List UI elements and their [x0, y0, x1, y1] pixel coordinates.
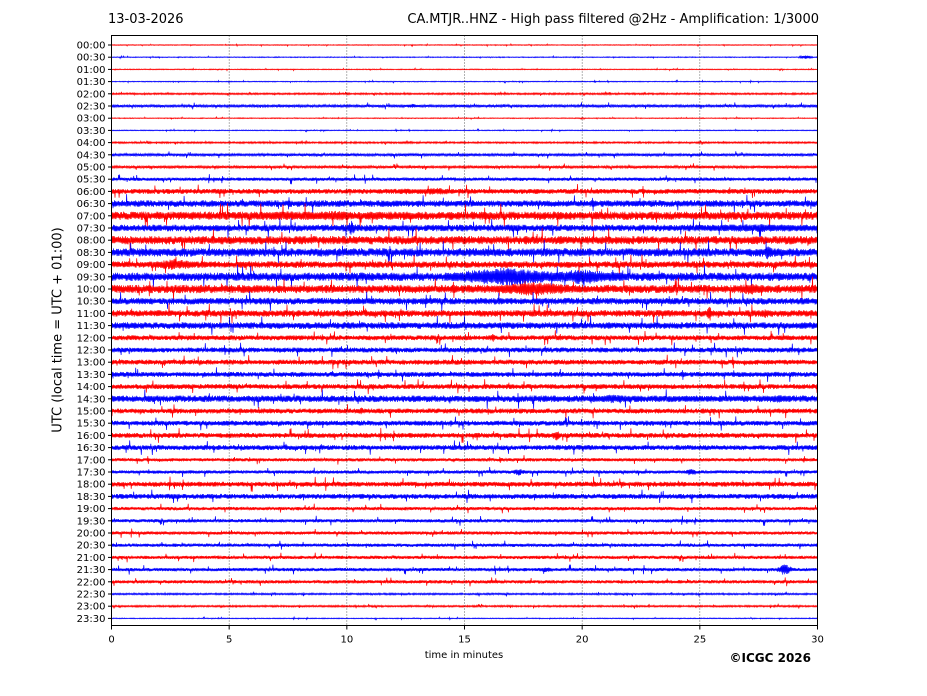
- x-tick-label: 15: [458, 635, 471, 646]
- y-tick-label: 04:30: [77, 150, 106, 161]
- y-tick-label: 11:00: [77, 309, 106, 320]
- y-tick-label: 10:30: [77, 297, 106, 308]
- x-tick-label: 30: [811, 635, 824, 646]
- y-tick-label: 17:00: [77, 455, 106, 466]
- y-axis-label: UTC (local time = UTC + 01:00): [50, 227, 66, 433]
- trace-1530: [111, 416, 818, 431]
- y-tick-label: 01:00: [77, 65, 106, 76]
- y-tick-label: 07:00: [77, 211, 106, 222]
- trace-0300: [111, 115, 818, 121]
- y-tick-label: 12:30: [77, 346, 106, 357]
- y-tick-label: 21:00: [77, 553, 106, 564]
- trace-0500: [111, 163, 818, 171]
- plot-frame: [111, 35, 818, 626]
- y-tick-label: 06:30: [77, 199, 106, 210]
- trace-0730: [111, 218, 818, 239]
- trace-1600: [111, 427, 818, 443]
- y-tick-label: 00:00: [77, 41, 106, 52]
- y-tick-label: 18:30: [77, 492, 106, 503]
- y-tick-label: 23:00: [77, 602, 106, 613]
- x-tick-label: 0: [108, 635, 114, 646]
- x-tick-label: 10: [340, 635, 353, 646]
- trace-0930: [111, 264, 818, 290]
- y-tick-label: 16:00: [77, 431, 106, 442]
- y-tick-label: 22:00: [77, 577, 106, 588]
- x-axis-label: time in minutes: [424, 650, 504, 661]
- y-tick-label: 12:00: [77, 333, 106, 344]
- y-tick-label: 23:30: [77, 614, 106, 625]
- y-tick-label: 07:30: [77, 224, 106, 235]
- y-tick-label: 20:30: [77, 541, 106, 552]
- y-tick-label: 10:00: [77, 285, 106, 296]
- trace-1130: [111, 315, 818, 335]
- y-tick-label: 13:30: [77, 370, 106, 381]
- trace-0700: [111, 203, 818, 229]
- trace-0330: [111, 128, 818, 133]
- y-tick-label: 22:30: [77, 590, 106, 601]
- y-tick-label: 09:00: [77, 260, 106, 271]
- y-tick-label: 05:00: [77, 163, 106, 174]
- trace-2030: [111, 540, 818, 550]
- y-tick-label: 18:00: [77, 480, 106, 491]
- y-tick-label: 19:00: [77, 504, 106, 515]
- y-tick-label: 08:30: [77, 248, 106, 259]
- trace-0200: [111, 91, 818, 97]
- y-tick-label: 09:30: [77, 272, 106, 283]
- chart-title: CA.MTJR..HNZ - High pass filtered @2Hz -…: [407, 12, 819, 27]
- y-tick-label: 02:00: [77, 89, 106, 100]
- y-tick-label: 15:30: [77, 419, 106, 430]
- trace-0430: [111, 151, 818, 159]
- trace-1830: [111, 489, 818, 504]
- y-tick-label: 05:30: [77, 175, 106, 186]
- vertical-grid: [228, 35, 701, 626]
- y-tick-label: 04:00: [77, 138, 106, 149]
- y-tick-label: 21:30: [77, 565, 106, 576]
- trace-0400: [111, 139, 818, 145]
- copyright-label: ©ICGC 2026: [729, 651, 811, 665]
- y-tick-label: 14:30: [77, 394, 106, 405]
- seismic-traces: [111, 42, 818, 621]
- y-tick-label: 02:30: [77, 102, 106, 113]
- trace-1000: [111, 276, 818, 302]
- y-tick-label: 13:00: [77, 358, 106, 369]
- x-tick-label: 5: [226, 635, 232, 646]
- trace-1630: [111, 440, 818, 456]
- date-label: 13-03-2026: [108, 12, 184, 27]
- trace-1900: [111, 503, 818, 514]
- y-tick-label: 00:30: [77, 53, 106, 64]
- y-tick-label: 06:00: [77, 187, 106, 198]
- y-tick-label: 14:00: [77, 382, 106, 393]
- y-tick-label: 01:30: [77, 77, 106, 88]
- y-tick-label: 03:00: [77, 114, 106, 125]
- trace-2000: [111, 528, 818, 538]
- x-axis-ticks: 0 5 10 15 20 25 30: [108, 625, 824, 646]
- y-tick-label: 16:30: [77, 443, 106, 454]
- x-tick-label: 25: [693, 635, 706, 646]
- y-tick-label: 11:30: [77, 321, 106, 332]
- y-tick-label: 20:00: [77, 529, 106, 540]
- y-tick-label: 19:30: [77, 516, 106, 527]
- y-tick-label: 03:30: [77, 126, 106, 137]
- x-tick-label: 20: [576, 635, 589, 646]
- trace-0830: [111, 239, 818, 265]
- y-tick-label: 15:00: [77, 407, 106, 418]
- trace-1100: [111, 303, 818, 324]
- y-tick-label: 08:00: [77, 236, 106, 247]
- trace-1700: [111, 455, 818, 465]
- y-tick-label: 17:30: [77, 468, 106, 479]
- trace-1930: [111, 515, 818, 526]
